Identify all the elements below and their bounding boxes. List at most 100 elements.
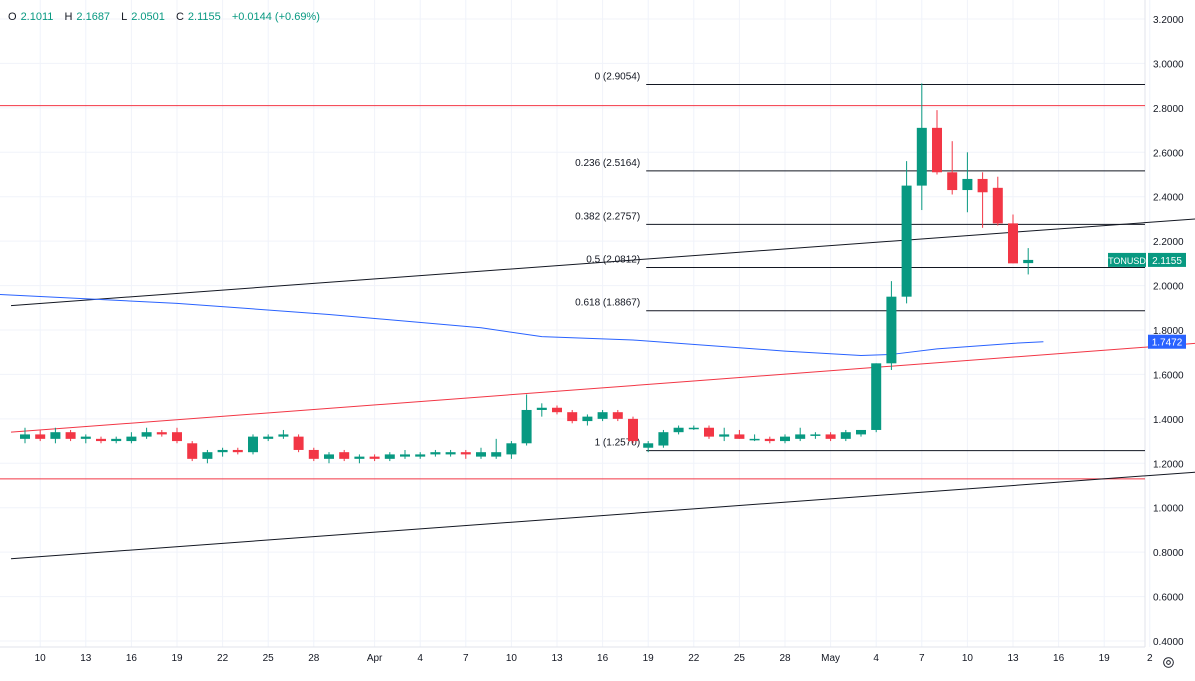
- y-tick-label: 1.4000: [1153, 415, 1184, 426]
- candle-body: [1008, 223, 1018, 264]
- time-axis[interactable]: 10 13 16 19 22 25 28 Apr 4 7 10 13 16 19 22 25 28 May 4 7 10…: [35, 653, 1153, 664]
- y-tick-label: 2.4000: [1153, 193, 1184, 204]
- candle-body: [992, 187, 1003, 224]
- candle-body: [810, 434, 821, 436]
- y-tick-label: 3.0000: [1153, 59, 1184, 70]
- candle-body: [50, 432, 61, 439]
- candle-body: [324, 454, 334, 459]
- x-tick-label: 13: [1007, 653, 1019, 664]
- open-value: 2.1011: [20, 11, 54, 23]
- x-tick-label: 22: [688, 653, 700, 664]
- candle-body: [126, 436, 137, 442]
- candle-body: [80, 436, 91, 439]
- candle-body: [901, 185, 912, 297]
- ma-price-tag: [1148, 334, 1186, 349]
- candle-body: [734, 434, 745, 439]
- candle-body: [187, 443, 198, 459]
- candle-body: [141, 432, 152, 437]
- x-tick-label: 7: [463, 653, 469, 664]
- candle-body: [916, 127, 927, 186]
- x-tick-label: 16: [126, 653, 138, 664]
- x-tick-label: 2: [1147, 653, 1153, 664]
- price-labels: TONUSD 2.1155 1.7472: [1108, 252, 1186, 349]
- trend-line: [10, 342, 1195, 433]
- candle-body: [704, 427, 714, 437]
- x-tick-label: Apr: [367, 653, 383, 664]
- candle-body: [780, 436, 790, 442]
- candle-body: [1023, 259, 1034, 264]
- x-tick-label: 10: [962, 653, 974, 664]
- y-tick-label: 1.8000: [1153, 326, 1184, 337]
- candle-body: [369, 456, 380, 459]
- low-value: 2.0501: [131, 11, 165, 23]
- candle-body: [673, 427, 684, 433]
- candle-body: [278, 434, 289, 437]
- y-tick-label: 3.2000: [1153, 15, 1184, 26]
- candle-body: [65, 432, 76, 439]
- x-tick-label: 13: [80, 653, 92, 664]
- candle-body: [460, 452, 471, 455]
- fib-level-label: 0 (2.9054): [595, 71, 641, 82]
- y-tick-label: 2.2000: [1153, 237, 1184, 248]
- fib-level-label: 0.618 (1.8867): [575, 298, 640, 309]
- fib-level-label: 1 (1.2570): [595, 438, 641, 449]
- candle-body: [217, 449, 228, 453]
- x-tick-label: 16: [597, 653, 609, 664]
- candle-body: [764, 438, 775, 442]
- y-tick-label: 1.0000: [1153, 504, 1184, 515]
- candle-body: [567, 412, 578, 422]
- candle-body: [20, 434, 30, 439]
- candle-body: [476, 452, 486, 457]
- y-tick-label: 2.0000: [1153, 282, 1184, 293]
- candle-body: [962, 178, 973, 191]
- candle-body: [293, 436, 304, 450]
- y-tick-label: 0.6000: [1153, 593, 1184, 604]
- candle-body: [445, 452, 456, 455]
- candle-body: [339, 452, 350, 459]
- candle-body: [932, 127, 942, 173]
- y-tick-label: 0.4000: [1153, 637, 1184, 648]
- ohlc-legend: O 2.1011 H 2.1687 L 2.0501 C 2.1155 +0.0144 …: [8, 11, 324, 23]
- moving-average-line: [0, 293, 1044, 357]
- candle-body: [825, 434, 836, 439]
- y-tick-label: 1.6000: [1153, 370, 1184, 381]
- x-tick-label: May: [821, 653, 840, 664]
- symbol-tag-text: TONUSD: [1108, 256, 1146, 266]
- candle-body: [856, 429, 866, 435]
- x-tick-label: 4: [873, 653, 879, 664]
- candlesticks[interactable]: [20, 83, 1034, 464]
- x-tick-label: 4: [417, 653, 423, 664]
- close-value: 2.1155: [187, 11, 221, 23]
- candle-body: [96, 438, 106, 442]
- fibonacci-retracement[interactable]: 0 (2.9054) 0.236 (2.5164) 0.382 (2.2757) 0.…: [575, 71, 1145, 452]
- drawings[interactable]: [0, 105, 1195, 560]
- candle-body: [521, 409, 532, 444]
- candle-body: [871, 363, 882, 430]
- x-tick-label: 25: [734, 653, 746, 664]
- x-tick-label: 25: [263, 653, 275, 664]
- candle-body: [248, 436, 258, 453]
- candle-body: [308, 449, 319, 459]
- candle-body: [111, 438, 122, 442]
- y-tick-label: 0.8000: [1153, 548, 1184, 559]
- gear-icon[interactable]: [1162, 656, 1175, 669]
- candle-body: [658, 432, 669, 446]
- candle-body: [430, 452, 441, 455]
- candle-body: [232, 449, 243, 453]
- candle-body: [688, 427, 699, 430]
- candle-body: [947, 172, 958, 191]
- candle-body: [840, 432, 851, 439]
- candle-body: [263, 436, 274, 439]
- x-tick-label: 10: [35, 653, 47, 664]
- y-tick-label: 1.2000: [1153, 459, 1184, 470]
- price-axis[interactable]: 3.2000 3.0000 2.8000 2.6000 2.4000 2.2000 2.00…: [1153, 15, 1184, 648]
- y-tick-label: 2.8000: [1153, 104, 1184, 115]
- candle-body: [536, 407, 547, 410]
- x-tick-label: 28: [779, 653, 791, 664]
- close-label: C: [175, 11, 184, 23]
- symbol-tag: [1108, 252, 1146, 267]
- trend-line: [10, 218, 1195, 307]
- candle-body: [202, 452, 213, 459]
- x-tick-label: 28: [308, 653, 320, 664]
